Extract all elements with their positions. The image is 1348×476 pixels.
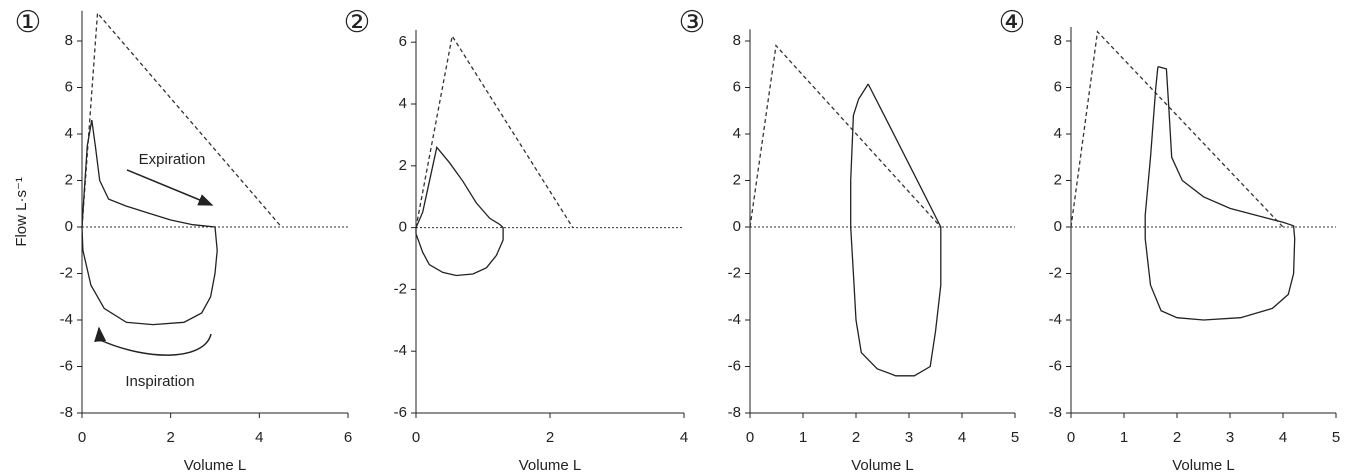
x-tick-label: 5 xyxy=(1011,429,1019,446)
inspiration-arrow xyxy=(94,326,212,356)
y-tick-label: 4 xyxy=(399,95,407,112)
y-tick-label: 0 xyxy=(65,218,73,235)
y-tick-label: 6 xyxy=(1054,78,1062,95)
y-tick-label: -8 xyxy=(728,404,741,421)
y-tick-label: 8 xyxy=(65,32,73,49)
y-tick-label: -4 xyxy=(394,342,407,359)
flow-volume-loop xyxy=(81,119,218,326)
panel-label: ④ xyxy=(999,6,1026,39)
x-axis-label: Volume L xyxy=(851,457,914,474)
reference-line xyxy=(1070,30,1284,228)
y-tick-label: 0 xyxy=(399,219,407,236)
y-tick-label: 6 xyxy=(399,33,407,50)
x-axis-label: Volume L xyxy=(184,457,247,474)
x-tick-label: 5 xyxy=(1332,429,1340,446)
x-tick-label: 1 xyxy=(799,429,807,446)
y-tick-label: -4 xyxy=(1049,311,1062,328)
y-tick-label: 2 xyxy=(399,157,407,174)
y-tick-label: -2 xyxy=(394,280,407,297)
reference-line xyxy=(415,34,574,228)
panel-label: ③ xyxy=(679,6,706,39)
annotation: Expiration xyxy=(139,151,206,168)
x-tick-label: 2 xyxy=(852,429,860,446)
y-tick-label: 0 xyxy=(733,218,741,235)
y-tick-label: -8 xyxy=(60,404,73,421)
y-tick-label: 2 xyxy=(1054,171,1062,188)
y-tick-label: -4 xyxy=(60,311,73,328)
x-tick-label: 3 xyxy=(905,429,913,446)
reference-line xyxy=(749,44,942,228)
x-tick-label: 2 xyxy=(166,429,174,446)
x-tick-label: 2 xyxy=(1173,429,1181,446)
y-tick-label: 2 xyxy=(65,171,73,188)
x-tick-label: 4 xyxy=(958,429,966,446)
x-tick-label: 0 xyxy=(746,429,754,446)
x-tick-label: 3 xyxy=(1226,429,1234,446)
y-tick-label: -6 xyxy=(1049,357,1062,374)
annotation: Inspiration xyxy=(125,373,194,390)
y-tick-label: -6 xyxy=(394,404,407,421)
y-tick-label: 6 xyxy=(733,78,741,95)
y-tick-label: 8 xyxy=(733,32,741,49)
y-tick-label: -2 xyxy=(728,264,741,281)
x-axis-label: Volume L xyxy=(519,457,582,474)
reference-line xyxy=(81,11,282,228)
expiration-arrow xyxy=(126,169,214,206)
x-tick-label: 1 xyxy=(1120,429,1128,446)
y-tick-label: -8 xyxy=(1049,404,1062,421)
y-tick-label: 0 xyxy=(1054,218,1062,235)
y-tick-label: 4 xyxy=(733,125,741,142)
panel-label: ① xyxy=(15,6,42,39)
y-tick-label: 6 xyxy=(65,78,73,95)
x-tick-label: 0 xyxy=(1067,429,1075,446)
y-tick-label: 8 xyxy=(1054,32,1062,49)
y-tick-label: 4 xyxy=(1054,125,1062,142)
y-tick-label: -2 xyxy=(1049,264,1062,281)
x-tick-label: 6 xyxy=(344,429,352,446)
y-tick-label: -4 xyxy=(728,311,741,328)
y-tick-label: 4 xyxy=(65,125,73,142)
panel-label: ② xyxy=(344,6,371,39)
flow-volume-loop xyxy=(850,83,942,377)
y-tick-label: -2 xyxy=(60,264,73,281)
y-axis-label: Flow L·s⁻¹ xyxy=(13,177,30,247)
y-tick-label: 2 xyxy=(733,171,741,188)
x-tick-label: 4 xyxy=(1279,429,1287,446)
x-tick-label: 0 xyxy=(78,429,86,446)
y-tick-label: -6 xyxy=(60,357,73,374)
x-tick-label: 4 xyxy=(255,429,263,446)
flow-volume-loop xyxy=(1144,65,1296,321)
x-tick-label: 2 xyxy=(546,429,554,446)
x-tick-label: 4 xyxy=(680,429,688,446)
x-axis-label: Volume L xyxy=(1172,457,1235,474)
y-tick-label: -6 xyxy=(728,357,741,374)
flow-volume-loop xyxy=(415,145,504,277)
x-tick-label: 0 xyxy=(412,429,420,446)
